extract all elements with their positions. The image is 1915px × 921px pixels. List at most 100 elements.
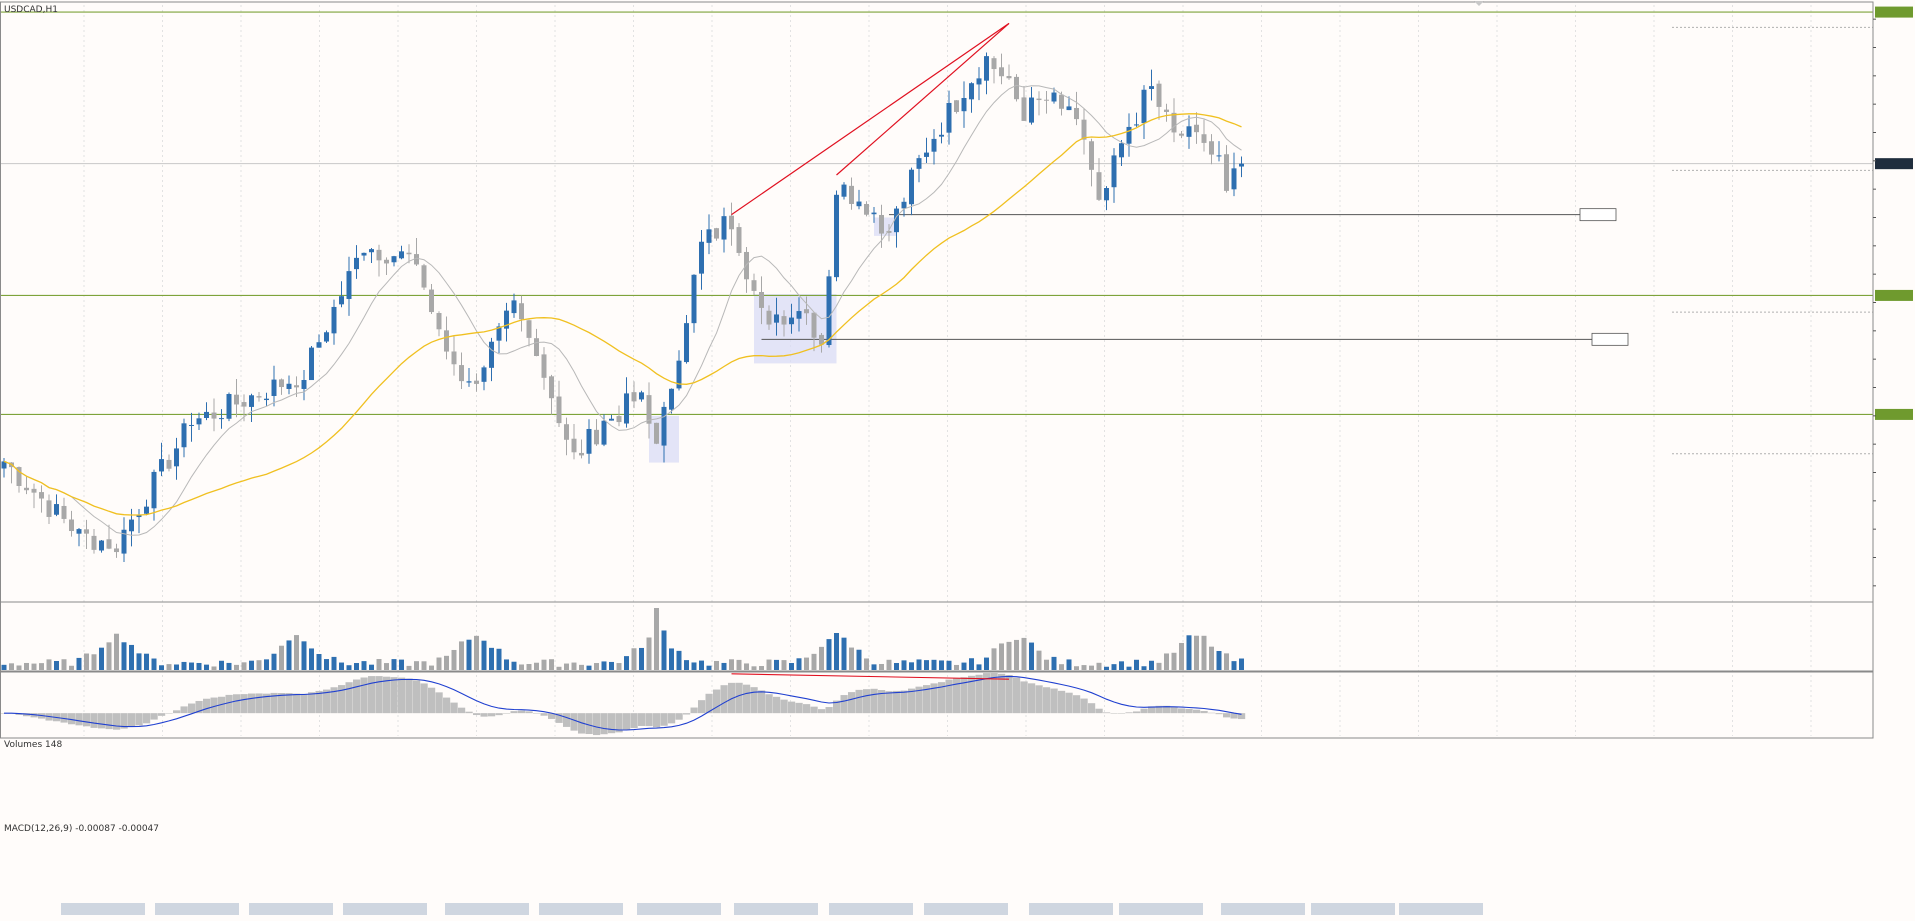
candle-body [924, 152, 929, 157]
candle-body [856, 201, 862, 207]
volume-bar [91, 654, 97, 670]
volume-bar [1224, 653, 1229, 670]
volume-bar [796, 658, 802, 670]
macd-histogram-bar [270, 692, 278, 714]
volume-bar [1201, 635, 1207, 670]
candle-body [541, 354, 547, 378]
macd-histogram-bar [495, 713, 503, 716]
macd-histogram-bar [360, 677, 368, 714]
macd-histogram-bar [923, 685, 931, 714]
volume-bar [549, 659, 554, 670]
volume-bar [894, 663, 899, 670]
macd-histogram-bar [383, 676, 391, 714]
volumes-title: Volumes 148 [4, 740, 62, 750]
candle-body [436, 313, 442, 330]
candle-body [429, 289, 434, 313]
candle-body [1, 461, 7, 469]
volume-bar [309, 648, 314, 670]
candle-body [1149, 86, 1154, 89]
volume-bar [264, 659, 269, 670]
current-price-tag [1875, 158, 1913, 170]
price-levels[interactable] [0, 11, 1873, 455]
candle-body [241, 402, 247, 407]
volume-bar [586, 665, 592, 670]
candle-body [1074, 107, 1079, 120]
candle-body [1156, 83, 1162, 107]
candle-body [249, 395, 254, 407]
candle-body [76, 529, 82, 534]
macd-histogram-bar [285, 693, 293, 714]
macd-histogram-bar [1005, 675, 1013, 714]
macd-histogram-bar [503, 713, 511, 714]
candle-body [271, 379, 277, 396]
macd-histogram-bar [1028, 683, 1036, 714]
macd-histogram-bar [398, 677, 406, 714]
volume-bar [279, 645, 284, 670]
volume-bar [616, 663, 622, 670]
macd-histogram-bar [443, 697, 451, 714]
trendlines[interactable] [731, 22, 1010, 216]
candle-body [459, 365, 464, 382]
volume-bar [916, 659, 922, 670]
macd-histogram-bar [1073, 695, 1081, 714]
volume-bar [151, 658, 157, 670]
candle-body [909, 169, 914, 205]
candle-body [121, 529, 127, 554]
volume-bar [451, 649, 457, 670]
volume-bar [271, 653, 277, 670]
candle-body [796, 311, 802, 319]
macd-histogram-bar [113, 713, 121, 730]
candle-body [939, 134, 944, 137]
trendline[interactable] [731, 22, 1010, 216]
macd-histogram-bar [255, 693, 263, 714]
candle-body [744, 251, 749, 280]
macd-histogram-bar [1103, 712, 1111, 714]
candle-body [879, 214, 884, 234]
macd-histogram-bar [465, 711, 473, 714]
volume-bar [181, 661, 187, 670]
macd-histogram-bar [128, 713, 136, 727]
candle-body [624, 393, 629, 424]
candle-body [84, 529, 89, 534]
macd-histogram-bar [1013, 677, 1021, 714]
volume-bar [504, 659, 509, 670]
candle-body [676, 360, 682, 389]
volume-bar [534, 662, 539, 670]
time-axis-label-bg [343, 903, 427, 915]
candle-body [481, 367, 487, 382]
macd-histogram-bar [795, 702, 803, 714]
candle-body [1239, 163, 1244, 167]
macd-histogram-bar [825, 707, 833, 714]
candle-body [39, 492, 44, 499]
macd-histogram-bar [1178, 708, 1186, 714]
macd-histogram-bar [173, 710, 181, 714]
volume-bar [609, 661, 614, 670]
candle-body [189, 424, 194, 426]
macd-histogram-bar [1163, 705, 1171, 714]
macd-histogram-bar [915, 686, 923, 714]
macd-histogram-bar [585, 713, 593, 735]
macd-histogram-bar [60, 713, 68, 723]
macd-histogram-bar [983, 673, 991, 714]
candle-body [714, 228, 719, 239]
volume-bars [1, 608, 1244, 670]
candle-body [316, 342, 322, 348]
macd-histogram-bar [743, 684, 751, 714]
macd-histogram-bar [885, 691, 893, 714]
time-axis-label-bg [155, 903, 239, 915]
macd-histogram-bar [195, 700, 203, 714]
volume-bar [766, 659, 772, 670]
candle-body [399, 251, 404, 259]
trendline[interactable] [836, 22, 1010, 176]
macd-histogram-bar [533, 713, 541, 714]
volume-bar [646, 637, 652, 670]
candle-body [1051, 92, 1057, 102]
volume-bar [459, 641, 464, 670]
volume-bar [46, 659, 52, 670]
candle-body [1089, 141, 1094, 170]
macd-trendline[interactable] [731, 673, 1010, 680]
volume-bar [256, 660, 262, 670]
candle-body [954, 100, 959, 112]
macd-histogram-bar [780, 699, 788, 714]
